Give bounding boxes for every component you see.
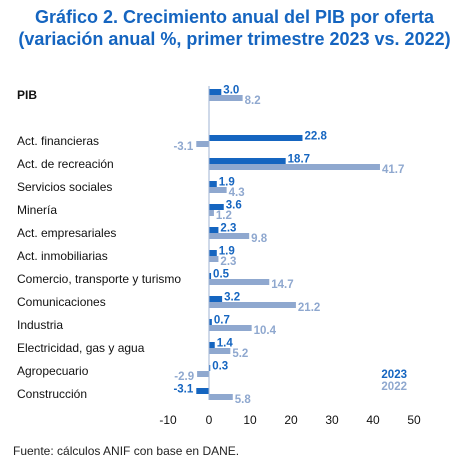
value-label-2023: 3.6 bbox=[226, 200, 242, 212]
bars bbox=[196, 89, 380, 400]
bar-2022 bbox=[209, 164, 380, 170]
value-label-2023: -3.1 bbox=[173, 384, 193, 396]
bar-2023 bbox=[209, 250, 217, 256]
category-label: Servicios sociales bbox=[17, 180, 112, 194]
chart-title-line-2: (variación anual %, primer trimestre 202… bbox=[18, 29, 451, 49]
bar-2022 bbox=[209, 187, 227, 193]
value-label-2022: -3.1 bbox=[173, 141, 193, 153]
value-label-2022: 41.7 bbox=[382, 164, 404, 176]
x-axis: -10 0 10 20 30 40 50 bbox=[159, 86, 421, 427]
value-labels: 3.08.222.8-3.118.741.71.94.33.61.22.39.8… bbox=[173, 85, 404, 407]
category-label: Industria bbox=[17, 318, 63, 332]
value-label-2023: 0.5 bbox=[213, 269, 230, 281]
category-label: Comunicaciones bbox=[17, 295, 106, 309]
bar-2023 bbox=[209, 158, 286, 164]
category-label: Act. empresariales bbox=[17, 226, 116, 240]
bar-2023 bbox=[209, 273, 212, 279]
value-label-2022: 4.3 bbox=[229, 187, 245, 199]
value-label-2022: 9.8 bbox=[251, 233, 268, 245]
value-label-2022: 14.7 bbox=[271, 279, 293, 291]
bar-2022 bbox=[209, 302, 296, 308]
bar-2022 bbox=[209, 279, 270, 285]
value-label-2023: 1.9 bbox=[219, 177, 235, 189]
value-label-2023: 18.7 bbox=[288, 154, 310, 166]
category-label: Agropecuario bbox=[17, 364, 89, 378]
value-label-2022: 5.2 bbox=[232, 348, 248, 360]
category-label-pib: PIB bbox=[17, 88, 37, 102]
category-label: Act. de recreación bbox=[17, 157, 114, 171]
source-note: Fuente: cálculos ANIF con base en DANE. bbox=[13, 444, 240, 458]
bar-2023 bbox=[209, 319, 212, 325]
bar-2023 bbox=[209, 181, 217, 187]
category-label: Electricidad, gas y agua bbox=[17, 341, 145, 355]
bar-2023 bbox=[209, 204, 224, 210]
category-labels: PIB Act. financieras Act. de recreación Ser… bbox=[17, 88, 181, 401]
x-tick-label: 10 bbox=[243, 413, 257, 427]
value-label-2023: 0.3 bbox=[212, 361, 228, 373]
x-tick-label: 20 bbox=[284, 413, 298, 427]
value-label-2023: 1.9 bbox=[219, 246, 235, 258]
category-label: Minería bbox=[17, 203, 57, 217]
bar-2023 bbox=[209, 227, 219, 233]
category-label: Comercio, transporte y turismo bbox=[17, 272, 181, 286]
value-label-2022: 5.8 bbox=[235, 394, 252, 406]
bar-2022 bbox=[209, 95, 243, 101]
value-label-2023: 3.0 bbox=[223, 85, 239, 97]
x-tick-label: 0 bbox=[206, 413, 213, 427]
value-label-2023: 0.7 bbox=[214, 315, 230, 327]
bar-2022 bbox=[196, 141, 209, 147]
x-tick-label: -10 bbox=[159, 413, 177, 427]
value-label-2022: 2.3 bbox=[220, 256, 236, 268]
value-label-2023: 22.8 bbox=[304, 131, 327, 143]
legend-entry-2023: 2023 bbox=[381, 369, 407, 381]
category-label: Act. financieras bbox=[17, 134, 99, 148]
bar-2023 bbox=[209, 365, 211, 371]
value-label-2023: 2.3 bbox=[220, 223, 236, 235]
value-label-2022: 8.2 bbox=[245, 95, 261, 107]
chart-title-line-1: Gráfico 2. Crecimiento anual del PIB por… bbox=[34, 7, 435, 27]
bar-2022 bbox=[209, 210, 214, 216]
value-label-2022: 21.2 bbox=[298, 302, 320, 314]
bar-2023 bbox=[209, 135, 303, 141]
bar-2023 bbox=[209, 296, 223, 302]
bar-2023 bbox=[209, 89, 222, 95]
x-tick-label: 30 bbox=[325, 413, 339, 427]
bar-2022 bbox=[209, 348, 231, 354]
bar-2022 bbox=[197, 371, 209, 377]
bar-2023 bbox=[209, 342, 215, 348]
legend-entry-2022: 2022 bbox=[381, 381, 407, 393]
value-label-2022: 10.4 bbox=[254, 325, 277, 337]
value-label-2023: 1.4 bbox=[217, 338, 234, 350]
x-tick-label: 50 bbox=[407, 413, 421, 427]
bar-2022 bbox=[209, 325, 252, 331]
bar-2022 bbox=[209, 233, 250, 239]
value-label-2023: 3.2 bbox=[224, 292, 240, 304]
x-tick-label: 40 bbox=[366, 413, 380, 427]
bar-2023 bbox=[196, 388, 209, 394]
bar-2022 bbox=[209, 256, 219, 262]
value-label-2022: 1.2 bbox=[216, 210, 232, 222]
category-label: Act. inmobiliarias bbox=[17, 249, 108, 263]
category-label: Construcción bbox=[17, 387, 87, 401]
value-label-2022: -2.9 bbox=[174, 371, 194, 383]
bar-2022 bbox=[209, 394, 233, 400]
